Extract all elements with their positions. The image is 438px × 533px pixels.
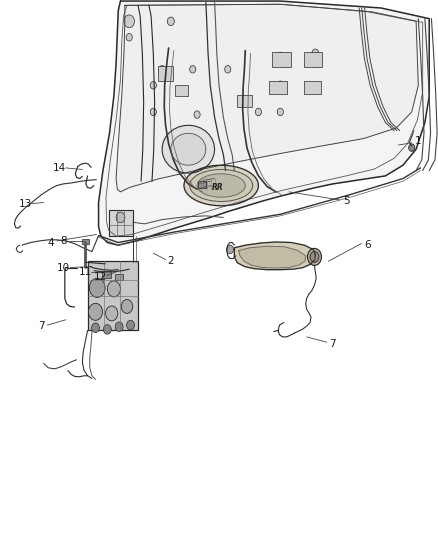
Bar — [272, 52, 291, 67]
Bar — [158, 66, 173, 81]
Text: 7: 7 — [38, 321, 45, 331]
Text: 2: 2 — [167, 256, 174, 266]
Circle shape — [167, 17, 174, 26]
Bar — [304, 52, 322, 67]
Text: 11: 11 — [79, 267, 92, 277]
Bar — [269, 81, 287, 94]
Text: 13: 13 — [19, 199, 32, 208]
Circle shape — [127, 320, 134, 330]
Text: 10: 10 — [57, 263, 70, 272]
Bar — [198, 181, 206, 188]
Text: 12: 12 — [94, 272, 107, 282]
Bar — [109, 210, 133, 236]
Circle shape — [88, 303, 102, 320]
Text: 8: 8 — [60, 236, 67, 246]
Bar — [102, 271, 111, 278]
Circle shape — [277, 81, 284, 90]
Circle shape — [194, 111, 200, 118]
Circle shape — [312, 49, 319, 58]
Polygon shape — [197, 174, 245, 197]
Circle shape — [107, 281, 120, 297]
Text: 7: 7 — [329, 339, 336, 349]
Circle shape — [89, 278, 105, 297]
Circle shape — [255, 108, 261, 116]
Bar — [115, 274, 123, 280]
Polygon shape — [184, 165, 258, 206]
Text: 14: 14 — [53, 163, 66, 173]
Circle shape — [106, 306, 118, 321]
Bar — [88, 261, 138, 330]
Circle shape — [150, 108, 156, 116]
Bar — [237, 95, 252, 107]
Polygon shape — [239, 246, 306, 268]
Bar — [304, 81, 321, 94]
Text: 4: 4 — [47, 238, 54, 247]
Polygon shape — [99, 1, 429, 245]
Circle shape — [116, 212, 125, 223]
Circle shape — [92, 323, 99, 333]
Circle shape — [150, 82, 156, 89]
Text: 5: 5 — [343, 197, 350, 206]
Circle shape — [277, 108, 283, 116]
Polygon shape — [116, 4, 418, 192]
Bar — [175, 85, 188, 96]
Circle shape — [275, 52, 286, 65]
Text: 1: 1 — [415, 136, 422, 146]
Polygon shape — [234, 242, 315, 270]
Polygon shape — [171, 133, 206, 165]
Circle shape — [115, 322, 123, 332]
Circle shape — [190, 66, 196, 73]
Polygon shape — [162, 125, 215, 173]
Circle shape — [124, 15, 134, 28]
Circle shape — [310, 252, 319, 262]
Circle shape — [159, 66, 165, 73]
Circle shape — [103, 325, 111, 334]
Circle shape — [121, 300, 133, 313]
Polygon shape — [190, 169, 253, 201]
Circle shape — [126, 34, 132, 41]
Bar — [82, 239, 89, 244]
Circle shape — [409, 144, 415, 151]
Circle shape — [225, 66, 231, 73]
Text: 6: 6 — [364, 240, 371, 250]
Circle shape — [307, 248, 321, 265]
Text: RR: RR — [212, 183, 224, 192]
Circle shape — [226, 245, 233, 254]
